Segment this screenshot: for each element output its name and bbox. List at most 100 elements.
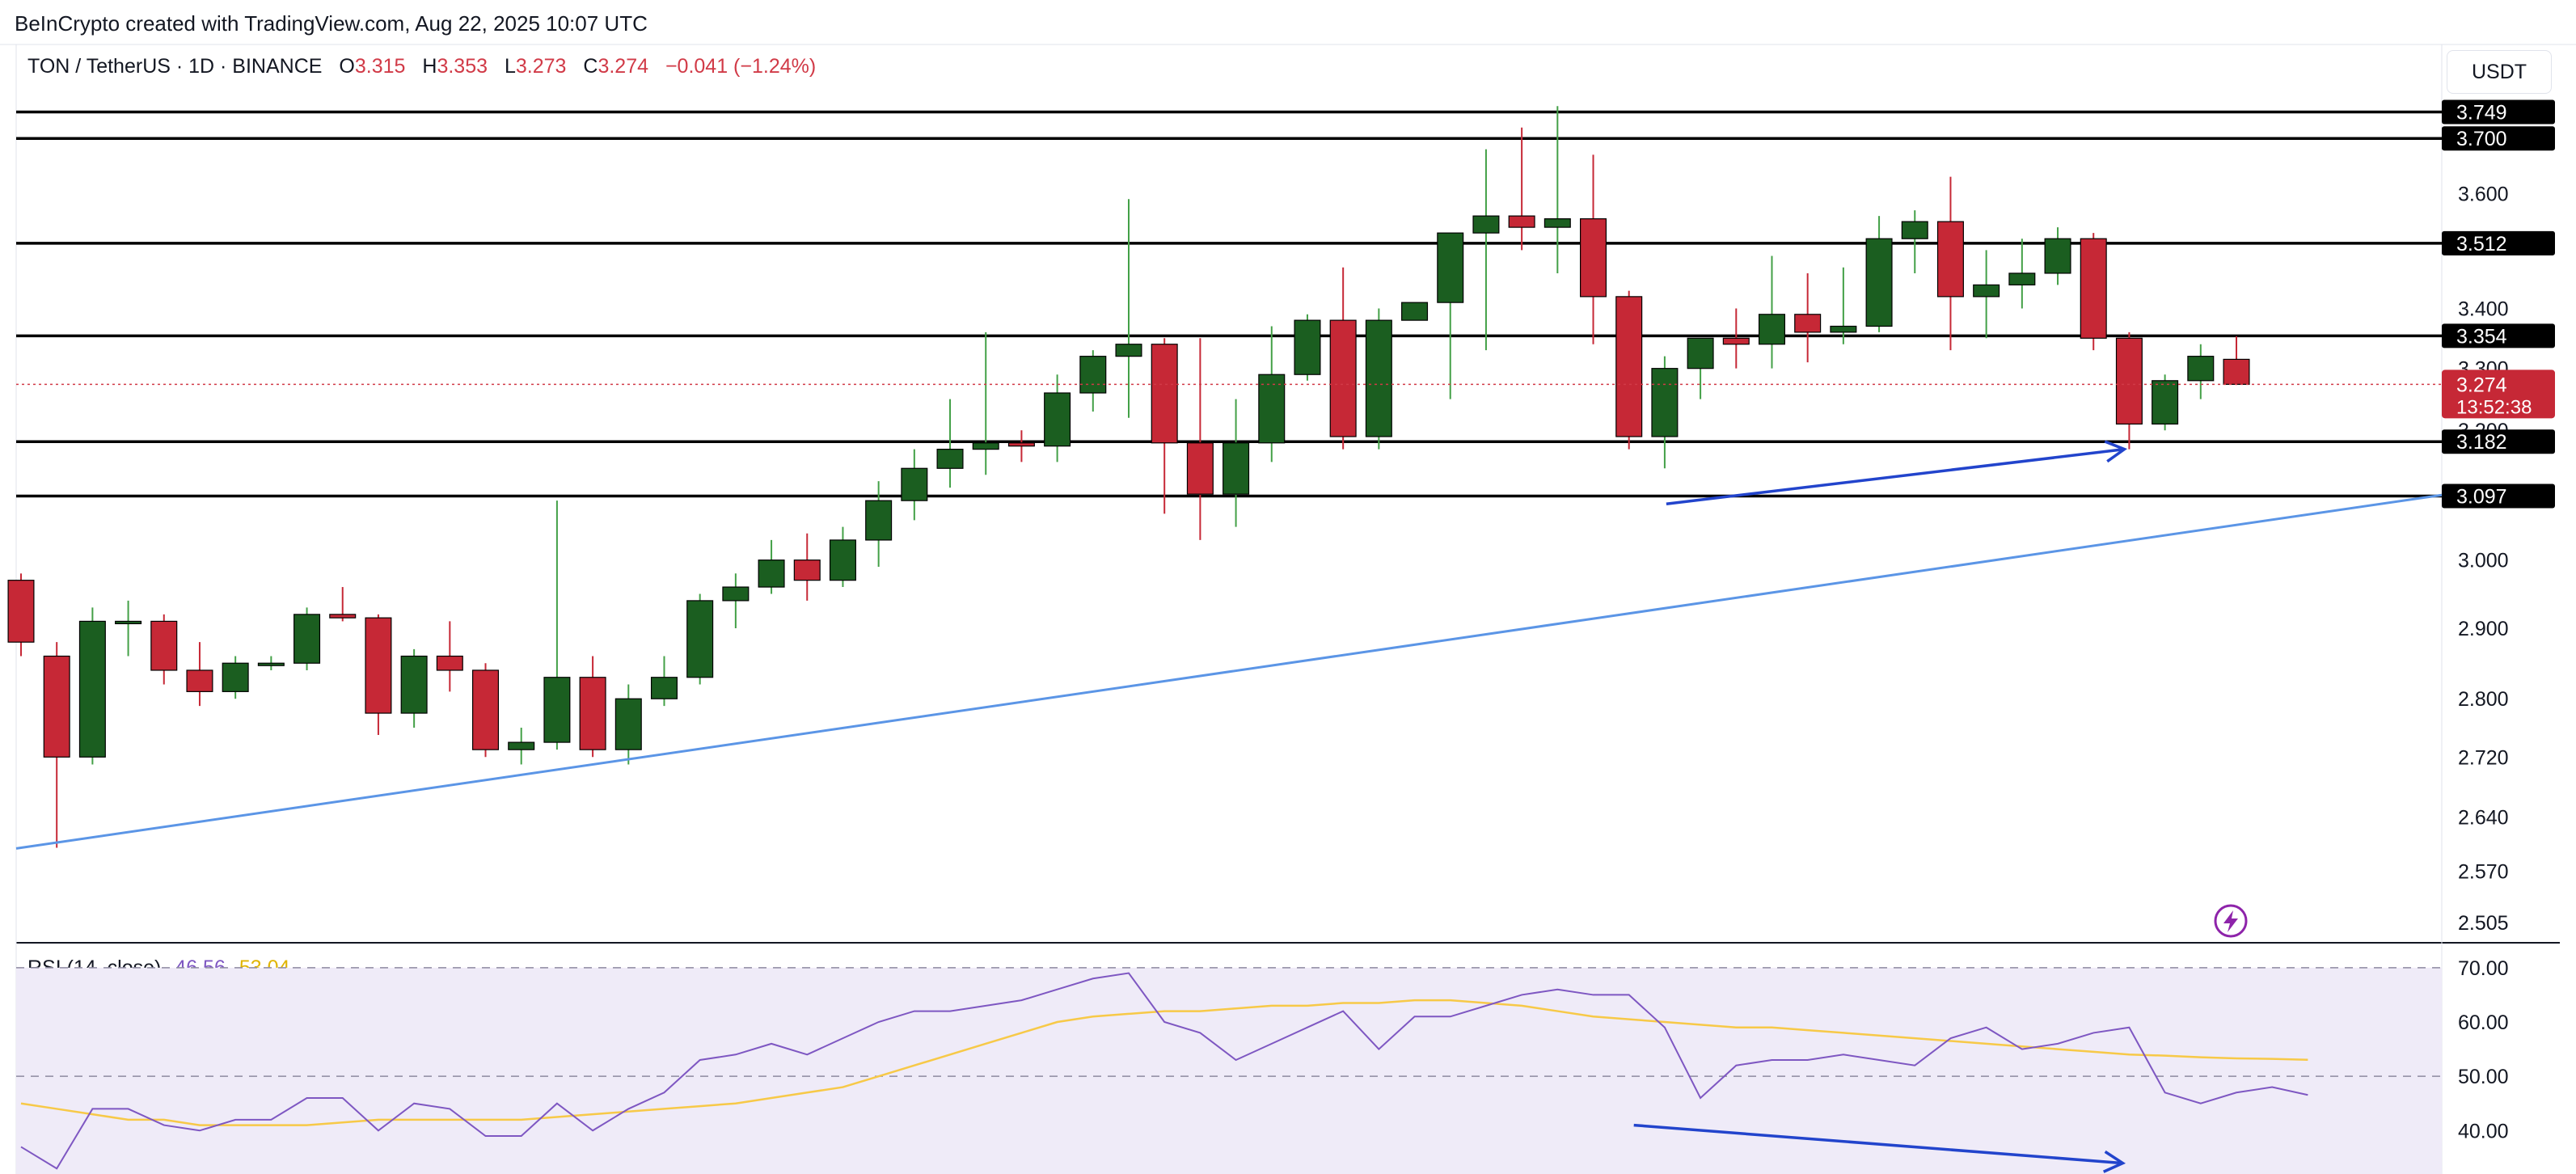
candle-body	[829, 539, 856, 581]
level-tag	[2442, 484, 2555, 509]
candle-body	[1437, 232, 1464, 303]
chart-credit: BeInCrypto created with TradingView.com,…	[15, 11, 648, 36]
candle	[1794, 272, 1822, 363]
price-axis-label: 2.570	[2458, 860, 2509, 883]
candle	[2080, 233, 2107, 351]
candle	[1580, 154, 1607, 344]
candle	[293, 607, 321, 670]
rsi-axis-label: 60.00	[2458, 1011, 2509, 1034]
candle-body	[1651, 368, 1679, 437]
candle	[865, 481, 893, 567]
level-tag	[2442, 99, 2555, 125]
open-value: 3.315	[354, 55, 406, 78]
candle	[329, 587, 357, 622]
candle	[2187, 344, 2215, 399]
candle	[436, 621, 463, 692]
price-axis-label: 2.900	[2458, 618, 2509, 640]
close-value: 3.274	[598, 55, 648, 78]
candle-body	[614, 698, 642, 750]
candle-body	[1722, 337, 1750, 345]
candle-body	[2152, 380, 2179, 425]
candle	[2152, 374, 2179, 431]
candle	[2044, 227, 2071, 285]
symbol-label[interactable]: TON / TetherUS · 1D · BINANCE	[27, 55, 323, 78]
candle-body	[115, 620, 142, 625]
candle-body	[1258, 374, 1286, 444]
open-label: O	[339, 55, 355, 78]
level-tag-label: 3.512	[2456, 233, 2507, 255]
candle-body	[472, 669, 500, 750]
candle	[186, 642, 213, 707]
rsi-axis-label: 50.00	[2458, 1066, 2509, 1088]
candle	[2223, 336, 2250, 386]
rsi-axis-label: 40.00	[2458, 1120, 2509, 1142]
candle	[78, 607, 106, 765]
candle-body	[2080, 238, 2107, 339]
close-label: C	[583, 55, 598, 78]
level-tag	[2442, 126, 2555, 151]
candle-body	[758, 560, 785, 588]
level-tag-label: 3.182	[2456, 431, 2507, 454]
currency-button[interactable]: USDT	[2447, 50, 2552, 94]
price-axis-label: 2.800	[2458, 688, 2509, 711]
candle	[829, 526, 856, 588]
change-value: −0.041 (−1.24%)	[665, 55, 817, 78]
candle	[901, 449, 928, 521]
candle-body	[365, 617, 392, 714]
candle	[793, 533, 821, 601]
candle-body	[793, 560, 821, 581]
candle-body	[722, 586, 750, 602]
candle	[1079, 350, 1107, 412]
candle	[43, 642, 70, 848]
candle-body	[1079, 356, 1107, 394]
candle	[972, 332, 999, 475]
candle-body	[1901, 221, 1928, 239]
candle	[2115, 332, 2143, 450]
candle-body	[293, 614, 321, 664]
candle-body	[400, 655, 428, 714]
candle-body	[1365, 319, 1392, 437]
arrow-shaft	[1666, 447, 2125, 505]
candle-body	[1615, 296, 1643, 437]
candle-body	[150, 620, 178, 671]
candle-body	[257, 662, 285, 666]
candle-body	[78, 620, 106, 758]
arrow-head	[2104, 440, 2128, 463]
candle-body	[686, 600, 714, 678]
candle-body	[2044, 238, 2071, 274]
candle	[1365, 308, 1392, 450]
candle	[1901, 210, 1928, 273]
price-higher-low-arrow	[1666, 440, 2128, 505]
candle	[257, 656, 285, 670]
candle-body	[1973, 284, 2000, 298]
candle	[1401, 302, 1429, 321]
candle	[1437, 232, 1464, 399]
level-tag	[2442, 323, 2555, 348]
candle-body	[936, 449, 964, 469]
candle	[579, 656, 606, 758]
high-value: 3.353	[437, 55, 488, 78]
candle	[1472, 149, 1500, 351]
candle-body	[865, 500, 893, 541]
high-label: H	[422, 55, 437, 78]
candle-body	[1543, 217, 1571, 228]
candle-body	[2187, 356, 2215, 382]
candle	[1758, 255, 1785, 369]
price-axis-label: 2.640	[2458, 807, 2509, 830]
candle	[1007, 430, 1035, 462]
level-tag-label: 3.097	[2456, 486, 2507, 509]
candle	[650, 656, 678, 707]
candle	[7, 573, 35, 657]
rsi-band	[16, 967, 2442, 1174]
candle	[1722, 308, 1750, 369]
candle-body	[1936, 221, 1964, 298]
price-axis-label: 3.600	[2458, 183, 2509, 205]
rsi-ma-line	[20, 999, 2308, 1126]
candle-body	[1865, 238, 1893, 327]
candle-body	[1329, 319, 1357, 437]
rsi-axis-label: 70.00	[2458, 957, 2509, 980]
candle	[1115, 199, 1142, 418]
candle-body	[186, 669, 213, 692]
candle-body	[972, 442, 999, 450]
